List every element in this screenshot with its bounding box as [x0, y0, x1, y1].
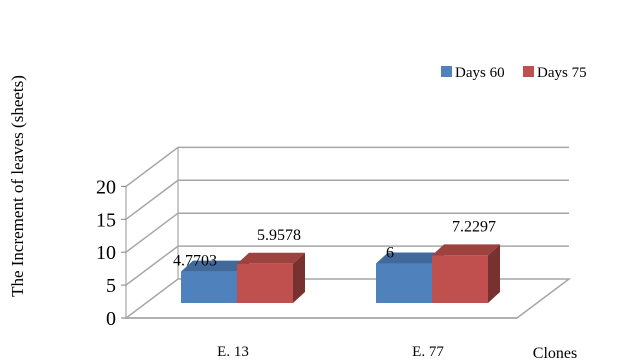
bars	[181, 244, 500, 303]
data-label: 5.9578	[257, 227, 301, 244]
y-tick-label: 5	[106, 275, 116, 297]
bar-front	[376, 263, 432, 303]
bar	[432, 244, 500, 303]
gridlines	[125, 146, 569, 286]
data-label: 4.7703	[173, 253, 217, 270]
bar-top	[432, 244, 500, 256]
legend-swatch	[441, 66, 452, 77]
bar	[237, 252, 305, 303]
y-tick-label: 15	[96, 209, 116, 231]
y-tick-label: 20	[96, 176, 116, 198]
legend-swatch	[523, 66, 534, 77]
x-tick-label: E. 77	[412, 344, 444, 360]
bar-front	[237, 263, 293, 303]
x-tick-label: E. 13	[217, 344, 249, 360]
x-axis-label: Clones	[533, 345, 577, 361]
gridline	[125, 245, 569, 286]
bar-side	[488, 244, 500, 303]
x-axis: E. 13 E. 77	[126, 317, 517, 360]
gridline	[125, 212, 569, 253]
bar-top	[376, 252, 444, 264]
legend: Days 60 Days 75	[441, 65, 587, 81]
bar-side	[293, 252, 305, 303]
data-label: 6	[386, 245, 394, 262]
y-axis: 0 5 10 15 20	[96, 176, 126, 330]
legend-label: Days 75	[537, 65, 587, 81]
bar-top	[181, 260, 249, 272]
y-tick-label: 10	[96, 242, 116, 264]
gridline	[125, 179, 569, 220]
bar-front	[181, 271, 237, 303]
bar-front	[432, 255, 488, 303]
data-label: 7.2297	[452, 218, 496, 235]
gridline	[125, 146, 569, 187]
legend-item: Days 60	[441, 65, 505, 81]
data-labels: 4.7703 5.9578 6 7.2297	[173, 218, 496, 269]
legend-label: Days 60	[455, 65, 505, 81]
legend-item: Days 75	[523, 65, 587, 81]
y-axis-label: The Increment of leaves (sheets)	[8, 75, 27, 297]
bar-top	[237, 252, 305, 264]
y-tick-label: 0	[106, 308, 116, 330]
